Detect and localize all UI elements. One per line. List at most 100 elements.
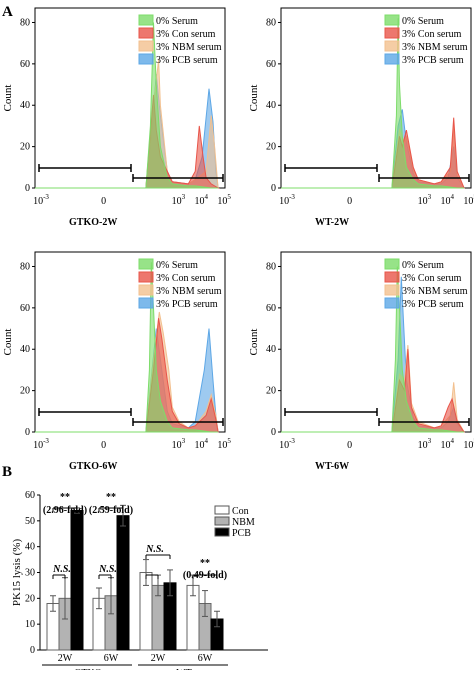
y-tick-label: 0 [25,427,30,438]
y-axis-label: Count [2,329,14,356]
x-tick-label: 104 [440,437,454,451]
x-tick-label: 0 [101,440,106,451]
legend-swatch [384,53,400,65]
histogram-series-1 [281,18,465,189]
bar-y-tick-label: 50 [25,516,35,527]
histogram-panel-4: 0 20 40 60 80 Count 10-3 103 104 105 0 0% Serum 3% C… [248,251,474,472]
y-tick-label: 40 [20,100,30,111]
histogram-series-1 [35,262,219,433]
sample-label: WT-6W [315,461,349,472]
bar-legend-swatch [214,505,230,515]
bar-legend-label: PCB [232,528,251,539]
y-tick-label: 0 [271,183,276,194]
histogram-series-2 [281,349,466,433]
y-tick-label: 80 [266,261,276,272]
bar-category-label: 6W [198,653,213,664]
y-tick-label: 80 [20,261,30,272]
bar-annotation: N.S. [145,544,164,555]
bar-annotation: N.S. [98,564,117,575]
legend-swatch [384,297,400,309]
bar-annotation: ** [200,558,210,569]
bar-annotation: ** [60,492,70,503]
legend-label: 3% Con serum [402,273,462,284]
legend-label: 0% Serum [156,260,198,271]
x-tick-label: 103 [418,437,432,451]
panel-a-label: A [2,4,13,20]
legend-label: 3% Con serum [156,273,216,284]
y-tick-label: 60 [266,303,276,314]
bar-annotation: (2.96-fold) [43,505,87,516]
histogram-series-4 [35,74,219,189]
x-tick-label: 0 [101,196,106,207]
bar-legend-label: NBM [232,517,255,528]
panel-b-label: B [2,464,12,480]
legend-swatch [138,40,154,52]
legend-swatch [138,297,154,309]
bar-legend-label: Con [232,506,249,517]
x-tick-label: 0 [347,196,352,207]
x-tick-label: 105 [217,193,231,207]
bar-category-label: 2W [151,653,166,664]
legend-label: 3% PCB serum [156,55,218,66]
y-tick-label: 20 [20,142,30,153]
bar-y-tick-label: 30 [25,568,35,579]
x-tick-label: 103 [418,193,432,207]
legend-swatch [138,27,154,39]
y-tick-label: 20 [20,386,30,397]
y-tick-label: 40 [266,100,276,111]
bar-annotation: N.S. [52,564,71,575]
legend-swatch [138,14,154,26]
x-tick-label: 105 [217,437,231,451]
x-tick-label: 105 [463,437,474,451]
sample-label: GTKO-6W [69,461,117,472]
y-tick-label: 60 [20,303,30,314]
histogram-panel-3: 0 20 40 60 80 Count 10-3 103 104 105 0 0% Serum 3% C… [2,251,231,472]
bar-annotation: (0.49-fold) [183,570,227,581]
bar-annotation: (2.59-fold) [89,505,133,516]
legend-swatch [138,271,154,283]
histogram-series-2 [35,318,219,433]
x-tick-label: 10-3 [279,437,295,451]
legend-label: 0% Serum [402,260,444,271]
legend-label: 3% Con serum [402,29,462,40]
y-tick-label: 20 [266,142,276,153]
bar-y-tick-label: 60 [25,490,35,501]
bar-legend-swatch [214,527,230,537]
histogram-panels: 0 20 40 60 80 Count 10-3 103 104 105 0 0% Serum 3% C… [2,7,474,472]
histogram-panel-1: 0 20 40 60 80 Count 10-3 103 104 105 0 0% Serum 3% C… [2,7,231,228]
x-tick-label: 0 [347,440,352,451]
x-tick-label: 103 [172,437,186,451]
sample-label: WT-2W [315,217,349,228]
bar-y-tick-label: 20 [25,593,35,604]
histogram-series-4 [281,109,466,189]
y-tick-label: 40 [266,344,276,355]
legend-label: 3% Con serum [156,29,216,40]
bar-rect [116,515,130,651]
x-tick-label: 104 [194,437,208,451]
histogram-series-1 [281,266,465,433]
y-tick-label: 0 [271,427,276,438]
legend-label: 3% NBM serum [156,42,222,53]
legend-swatch [138,53,154,65]
bar-category-label: 2W [58,653,73,664]
y-tick-label: 40 [20,344,30,355]
histogram-panel-2: 0 20 40 60 80 Count 10-3 103 104 105 0 0% Serum 3% C… [248,7,474,228]
x-tick-label: 10-3 [33,437,49,451]
x-tick-label: 104 [440,193,454,207]
bar-legend-swatch [214,516,230,526]
legend-label: 3% PCB serum [402,299,464,310]
y-tick-label: 0 [25,183,30,194]
histogram-series-3 [35,311,219,433]
histogram-series-3 [281,345,465,433]
y-tick-label: 60 [266,59,276,70]
y-axis-label: Count [248,329,260,356]
y-tick-label: 20 [266,386,276,397]
histogram-series-4 [35,328,219,433]
legend-label: 3% PCB serum [402,55,464,66]
legend-label: 0% Serum [156,16,198,27]
legend-label: 3% NBM serum [402,42,468,53]
legend-swatch [384,40,400,52]
